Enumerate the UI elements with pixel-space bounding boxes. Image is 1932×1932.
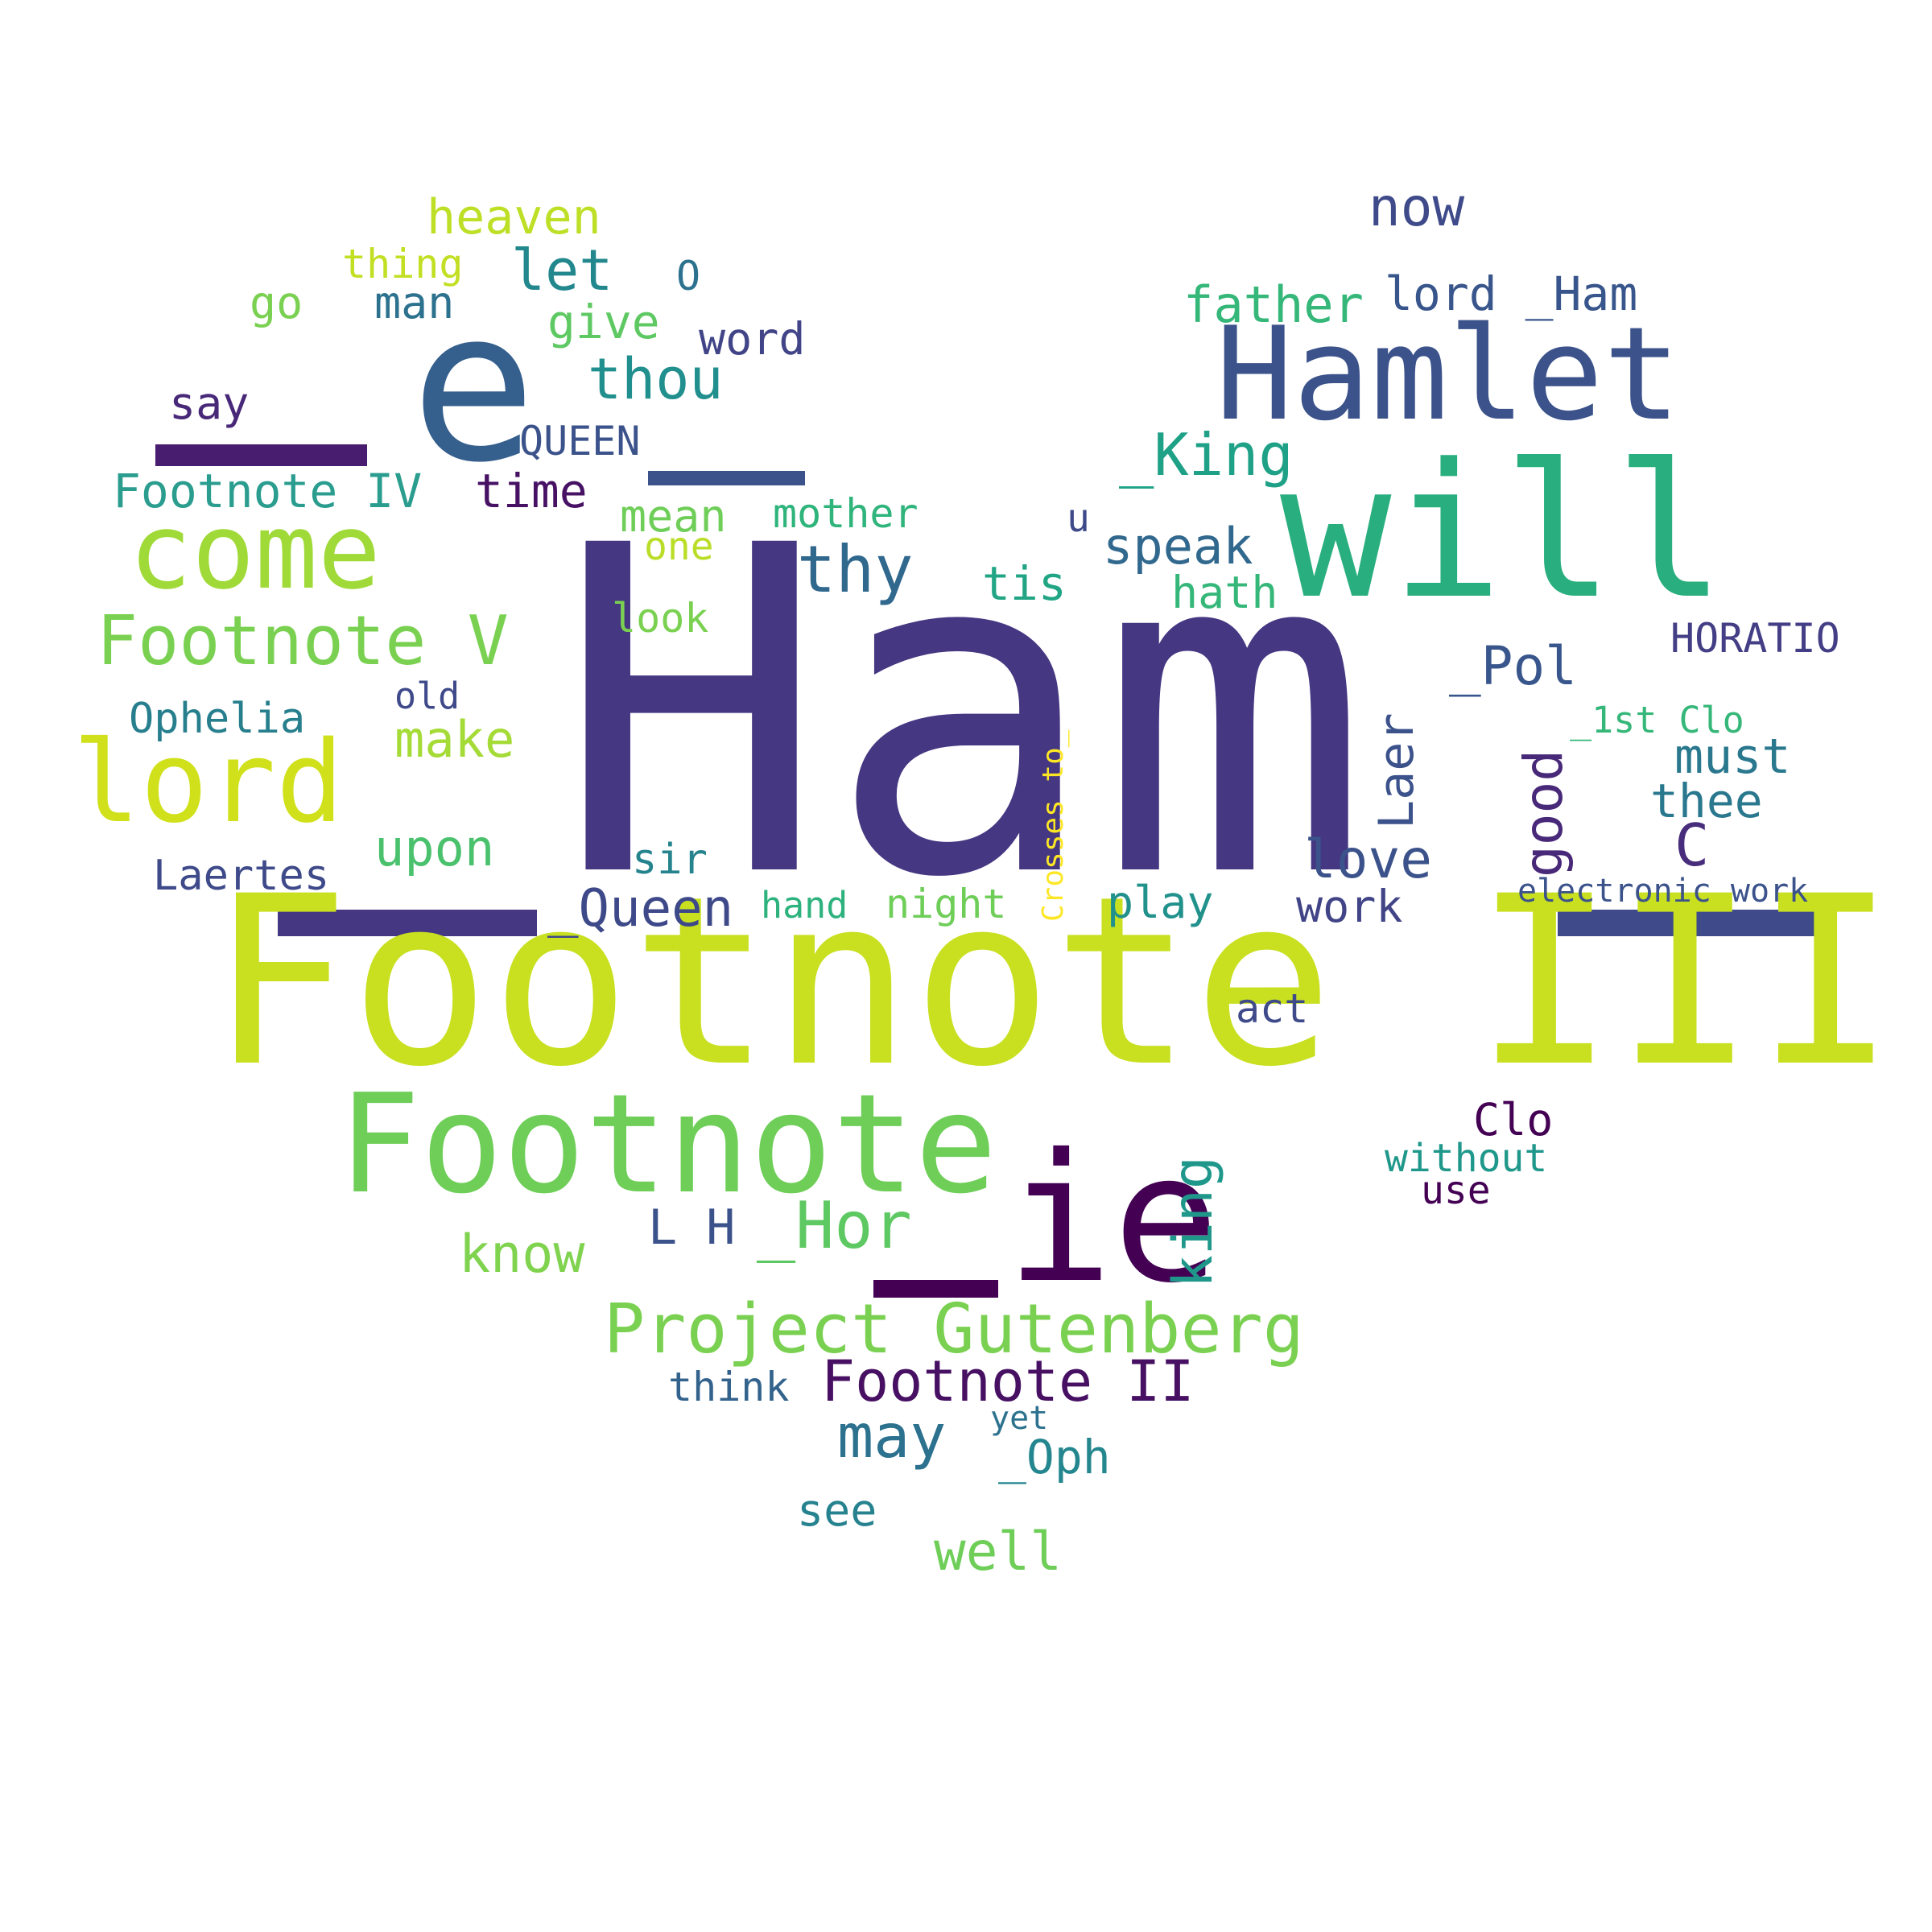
- word-electronic-work: electronic work: [1517, 873, 1808, 910]
- word-oph: _Oph: [998, 1430, 1111, 1484]
- word-thou: thou: [588, 346, 724, 412]
- word-thee: thee: [1650, 774, 1763, 828]
- word-night: night: [886, 881, 1007, 927]
- word-project-gutenberg: Project Gutenberg: [604, 1290, 1304, 1369]
- word-crosses-to: Crosses to_: [1037, 729, 1070, 922]
- word-heaven: heaven: [427, 189, 601, 246]
- word-one: one: [644, 524, 714, 569]
- word-laertes: Laertes: [153, 852, 329, 900]
- word-go: go: [250, 277, 303, 328]
- word-use: use: [1421, 1168, 1491, 1213]
- word-speak: speak: [1103, 517, 1253, 576]
- word-father: father: [1183, 275, 1364, 334]
- word-king: _King: [1119, 421, 1294, 489]
- word-man: man: [374, 277, 454, 328]
- word-think: think: [668, 1364, 790, 1410]
- word-clo: Clo: [1473, 1094, 1553, 1146]
- word-footnote: Footnote: [338, 1065, 997, 1224]
- word-old: old: [394, 675, 460, 717]
- word-queen: _Queen: [547, 879, 733, 939]
- word-hor: _Hor: [757, 1188, 912, 1263]
- word-horatio: HORATIO: [1670, 615, 1840, 662]
- word-king: king: [1162, 1156, 1225, 1288]
- word-may: may: [837, 1401, 946, 1472]
- word-ie: ie: [1006, 1116, 1220, 1322]
- word-tis: tis: [982, 556, 1067, 611]
- word-give: give: [547, 295, 660, 349]
- word-make: make: [394, 710, 514, 769]
- word-play: play: [1107, 877, 1213, 928]
- word-time: time: [475, 464, 588, 518]
- underscore-bar-1: [155, 444, 367, 466]
- word-say: say: [169, 378, 249, 429]
- word-yet: yet: [990, 1400, 1048, 1437]
- word-upon: upon: [374, 819, 494, 877]
- word-lord: lord: [72, 717, 344, 848]
- word-look: look: [612, 595, 708, 642]
- underscore-bar-3: [278, 910, 537, 936]
- word-act: act: [1236, 985, 1308, 1032]
- underscore-bar-2: [648, 471, 805, 485]
- word-o: O: [676, 253, 700, 299]
- word-hamlet: Hamlet: [1216, 299, 1681, 449]
- word-l-h: L H: [648, 1199, 735, 1256]
- word-u: u: [1067, 496, 1090, 541]
- word-c: C: [1674, 811, 1709, 879]
- word-lord-ham: lord _Ham: [1385, 266, 1637, 321]
- word-thing: thing: [342, 241, 464, 287]
- word-pol: _Pol: [1449, 635, 1577, 697]
- word-ophelia: Ophelia: [129, 695, 305, 743]
- word-footnote-v: Footnote V: [97, 601, 509, 681]
- word-hath: hath: [1171, 567, 1278, 618]
- word-well: well: [934, 1521, 1062, 1583]
- word-mean: mean: [620, 490, 726, 542]
- underscore-bar-5: [1558, 910, 1823, 936]
- word-let: let: [511, 237, 613, 303]
- word-ham: Ham: [555, 452, 1369, 976]
- word-word: word: [699, 313, 805, 365]
- word-sir: sir: [632, 836, 708, 884]
- word-love: love: [1304, 828, 1432, 890]
- word-mother: mother: [773, 490, 919, 537]
- word-e: e: [411, 266, 537, 509]
- word-now: now: [1368, 176, 1464, 238]
- word-thy: thy: [797, 532, 914, 607]
- word-footnote-iv: Footnote IV: [113, 464, 422, 518]
- word-will: will: [1280, 425, 1726, 640]
- word-see: see: [797, 1484, 877, 1536]
- word-must: must: [1674, 729, 1791, 785]
- word-work: work: [1296, 881, 1402, 932]
- word-good: good: [1513, 749, 1575, 877]
- word-know: know: [459, 1224, 585, 1285]
- word-laer: Laer: [1368, 713, 1425, 830]
- word-footnote-iii: Footnote III: [209, 847, 1896, 1118]
- word-come: come: [129, 490, 381, 613]
- underscore-bar-4: [873, 1280, 998, 1298]
- word-1st-clo: _1st Clo: [1570, 699, 1744, 741]
- word-footnote-ii: Footnote II: [821, 1348, 1195, 1414]
- word-queen: QUEEN: [519, 418, 641, 464]
- word-hand: hand: [761, 884, 848, 927]
- word-without: without: [1385, 1136, 1547, 1181]
